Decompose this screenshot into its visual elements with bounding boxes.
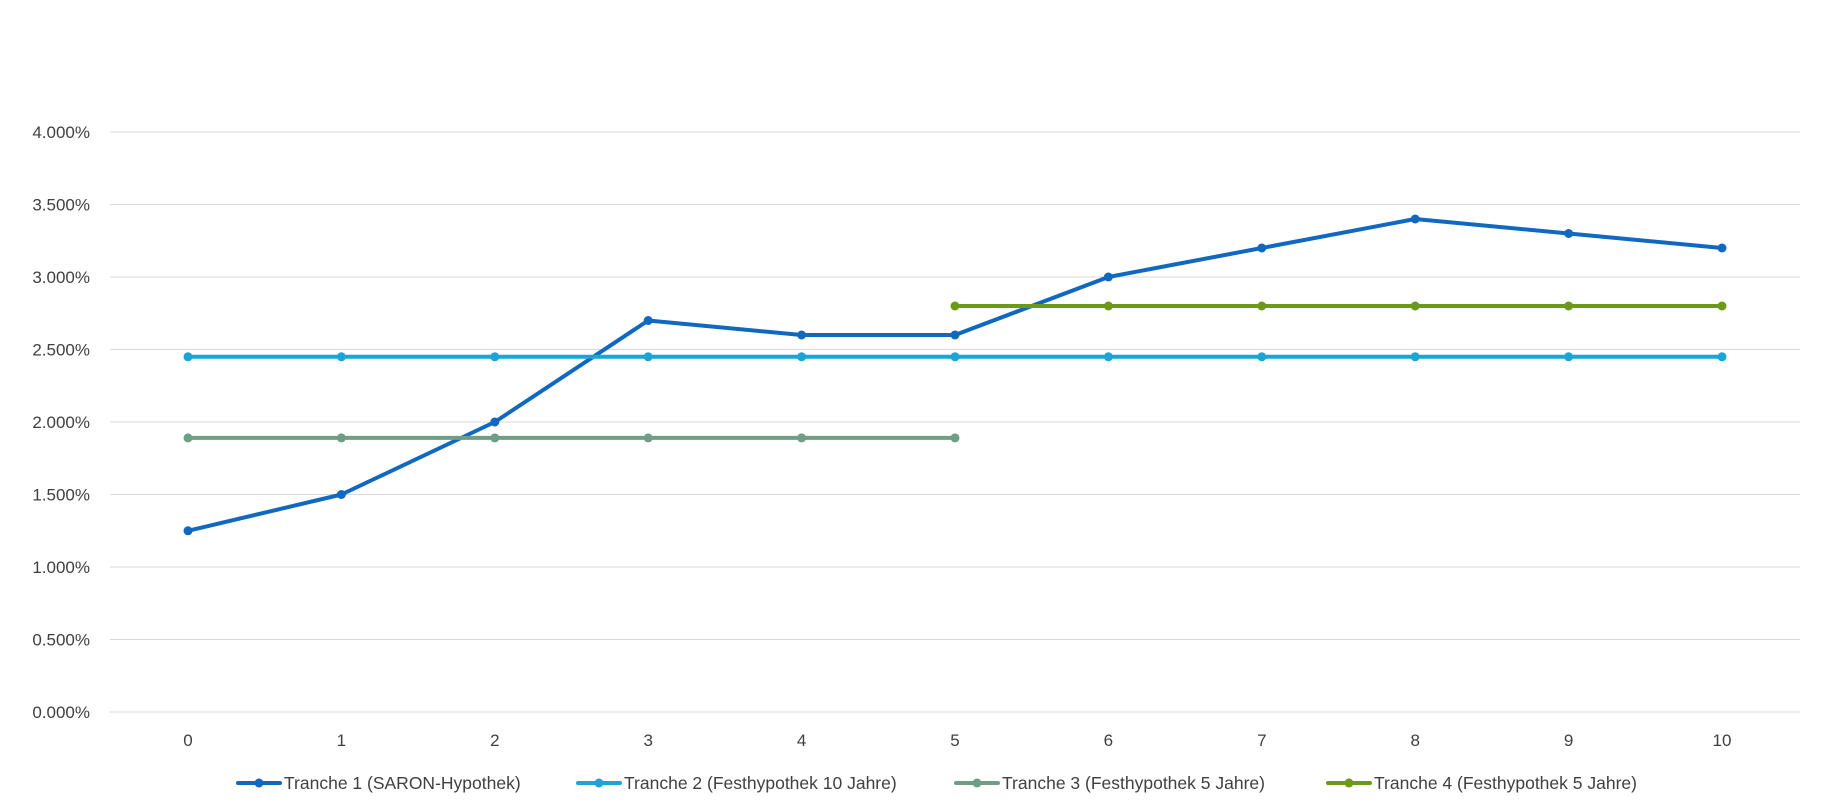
- data-point: [643, 316, 653, 325]
- data-point: [797, 352, 807, 362]
- gridlines: [110, 131, 1800, 713]
- legend: Tranche 1 (SARON-Hypothek) Tranche 2 (Fes…: [236, 773, 1637, 793]
- data-point: [1717, 243, 1727, 253]
- data-point: [490, 352, 500, 362]
- y-tick-label: 4.000%: [32, 123, 90, 142]
- data-point: [1564, 352, 1574, 362]
- data-point: [1564, 229, 1574, 238]
- y-tick-label: 1.000%: [32, 558, 90, 577]
- data-point: [797, 330, 807, 340]
- data-point: [1257, 243, 1267, 253]
- data-point: [336, 433, 346, 443]
- y-tick-label: 2.000%: [32, 413, 90, 432]
- y-tick-label: 2.500%: [32, 341, 90, 360]
- x-tick-label: 5: [950, 731, 959, 750]
- legend-swatch-marker: [594, 778, 604, 788]
- data-point: [797, 433, 807, 443]
- data-point: [1717, 352, 1727, 362]
- x-tick-label: 9: [1564, 731, 1573, 750]
- x-tick-label: 3: [643, 731, 652, 750]
- y-tick-label: 0.500%: [32, 631, 90, 650]
- legend-entry: Tranche 1 (SARON-Hypothek): [236, 773, 521, 793]
- x-tick-label: 1: [337, 731, 346, 750]
- data-point: [1257, 301, 1267, 311]
- data-point: [1103, 272, 1113, 282]
- legend-swatch-marker: [972, 778, 982, 788]
- data-point: [1410, 214, 1420, 224]
- data-point: [1103, 352, 1113, 362]
- series-1: [183, 214, 1727, 536]
- x-tick-label: 4: [797, 731, 806, 750]
- legend-entry: Tranche 2 (Festhypothek 10 Jahre): [576, 773, 897, 793]
- data-point: [950, 352, 960, 362]
- data-point: [183, 526, 193, 536]
- x-tick-label: 7: [1257, 731, 1266, 750]
- x-tick-label: 2: [490, 731, 499, 750]
- x-tick-label: 8: [1410, 731, 1419, 750]
- data-point: [643, 352, 653, 362]
- y-tick-label: 3.000%: [32, 268, 90, 287]
- legend-label: Tranche 3 (Festhypothek 5 Jahre): [1002, 773, 1265, 793]
- legend-entry: Tranche 3 (Festhypothek 5 Jahre): [954, 773, 1265, 793]
- series-2: [183, 352, 1727, 362]
- data-point: [490, 417, 500, 427]
- data-point: [1717, 301, 1727, 311]
- data-point: [1103, 301, 1113, 311]
- legend-entry: Tranche 4 (Festhypothek 5 Jahre): [1326, 773, 1637, 793]
- x-tick-label: 10: [1713, 731, 1732, 750]
- data-point: [643, 433, 653, 443]
- data-point: [950, 433, 960, 443]
- data-point: [1410, 301, 1420, 311]
- series-3: [183, 433, 960, 443]
- legend-label: Tranche 1 (SARON-Hypothek): [284, 773, 521, 793]
- series-lines: [183, 214, 1727, 536]
- y-tick-label: 3.500%: [32, 196, 90, 215]
- data-point: [183, 433, 193, 443]
- data-point: [950, 330, 960, 340]
- legend-swatch-marker: [1344, 778, 1354, 788]
- data-point: [1564, 301, 1574, 311]
- data-point: [490, 433, 500, 443]
- data-point: [183, 352, 193, 362]
- series-4: [950, 301, 1727, 311]
- x-tick-label: 6: [1104, 731, 1113, 750]
- y-tick-label: 1.500%: [32, 486, 90, 505]
- legend-label: Tranche 2 (Festhypothek 10 Jahre): [624, 773, 897, 793]
- data-point: [336, 352, 346, 362]
- data-point: [1257, 352, 1267, 362]
- data-point: [1410, 352, 1420, 362]
- y-tick-label: 0.000%: [32, 703, 90, 722]
- data-point: [336, 490, 346, 499]
- x-tick-label: 0: [183, 731, 192, 750]
- x-axis-ticks: 0 1 2 3 4 5 6 7 8 9 10: [183, 731, 1731, 750]
- series-line: [186, 217, 1724, 533]
- y-axis-ticks: 0.000% 0.500% 1.000% 1.500% 2.000% 2.500% 3.00…: [32, 123, 90, 722]
- data-point: [950, 301, 960, 311]
- legend-label: Tranche 4 (Festhypothek 5 Jahre): [1374, 773, 1637, 793]
- legend-swatch-marker: [254, 778, 264, 788]
